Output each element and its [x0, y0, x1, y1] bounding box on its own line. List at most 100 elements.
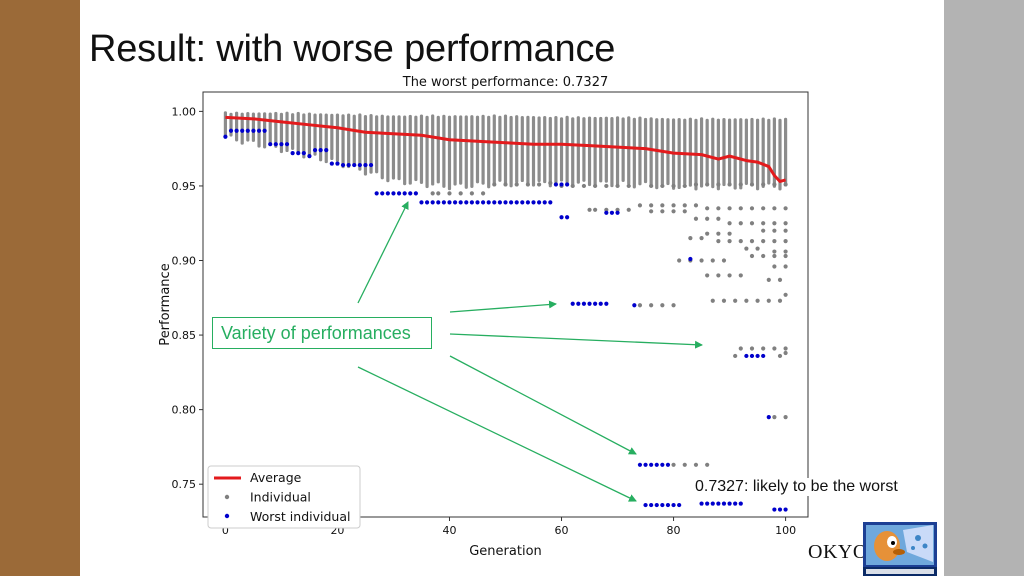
worst-point [324, 148, 329, 153]
annotation-arrows [357, 201, 703, 502]
individual-point [699, 258, 704, 263]
individual-point [671, 203, 676, 208]
y-tick-label: 0.80 [172, 404, 197, 417]
worst-point [705, 501, 710, 506]
variety-callout-box: Variety of performances [212, 317, 432, 349]
legend-individual-swatch [224, 494, 230, 500]
individual-point [777, 298, 783, 303]
average-line [225, 115, 786, 183]
individual-point [783, 239, 788, 244]
legend-label: Average [250, 470, 302, 485]
worst-point [710, 501, 715, 506]
individual-point [626, 207, 631, 212]
worst-point [749, 353, 755, 359]
worst-point [525, 200, 531, 205]
worst-point [335, 161, 340, 166]
individual-point [716, 206, 721, 211]
individual-point [738, 346, 743, 351]
individual-point [766, 277, 771, 282]
worst-point [374, 191, 379, 196]
worst-point [688, 256, 693, 262]
y-tick-label: 0.95 [172, 180, 197, 193]
worst-point [262, 128, 267, 133]
worst-point [649, 502, 654, 508]
individual-point [682, 462, 687, 467]
individual-point [761, 253, 766, 259]
worst-point [615, 210, 620, 215]
worst-point [352, 162, 357, 168]
worst-point [245, 128, 250, 133]
individual-series [430, 180, 788, 467]
individual-point [469, 191, 474, 196]
worst-point [643, 462, 648, 467]
individual-point [716, 216, 721, 221]
worst-point [671, 502, 676, 508]
worst-point [279, 142, 284, 147]
individual-point [727, 273, 732, 278]
individual-point [744, 298, 749, 303]
legend-label: Individual [250, 490, 311, 505]
individual-point [738, 221, 743, 226]
individual-point [777, 277, 783, 282]
individual-point [721, 258, 727, 263]
individual-point [503, 182, 508, 187]
worst-point [587, 301, 592, 306]
worst-point [503, 200, 508, 205]
right-accent-bar [944, 0, 1024, 576]
worst-point [452, 200, 458, 205]
y-tick-label: 0.85 [172, 329, 197, 342]
worst-point [604, 210, 609, 215]
worst-point [604, 301, 609, 306]
individual-point [749, 239, 755, 244]
worst-point [783, 507, 788, 512]
individual-point [749, 206, 755, 211]
worst-point [755, 353, 760, 359]
individual-point [783, 253, 788, 259]
individual-point [705, 216, 710, 221]
individual-point [637, 203, 643, 208]
worst-point [766, 414, 771, 420]
individual-point [772, 206, 777, 211]
individual-point [772, 346, 777, 351]
individual-point [783, 414, 788, 420]
x-tick-label: 60 [555, 524, 569, 537]
individual-point [447, 191, 452, 196]
worst-point [643, 502, 648, 508]
individual-point [514, 182, 519, 187]
individual-point [749, 182, 755, 187]
worst-point [408, 191, 413, 196]
individual-point [772, 249, 777, 254]
worst-point [654, 502, 659, 508]
worst-point [301, 151, 306, 156]
individual-point [783, 182, 788, 187]
worst-point [492, 200, 497, 205]
worst-point [486, 200, 491, 205]
individual-point [783, 221, 788, 226]
y-tick-label: 0.75 [172, 478, 197, 491]
worst-point [469, 200, 474, 205]
individual-point [660, 203, 665, 208]
individual-point [660, 209, 665, 214]
worst-point [497, 200, 502, 205]
worst-point [609, 210, 615, 215]
individual-point [637, 303, 643, 308]
individual-point [733, 353, 738, 359]
worst-point [565, 182, 570, 187]
individual-point [705, 273, 710, 278]
worst-point [346, 162, 351, 168]
footer-university-text: OKYO [808, 541, 868, 563]
individual-point [727, 206, 732, 211]
x-axis-label: Generation [469, 544, 542, 559]
chart-title: The worst performance: 0.7327 [402, 75, 609, 90]
worst-point [654, 462, 659, 467]
individual-point [761, 221, 766, 226]
worst-point [660, 502, 665, 508]
worst-point [447, 200, 452, 205]
individual-point [548, 180, 553, 186]
worst-point [777, 507, 783, 512]
legend-box [207, 465, 361, 529]
worst-point [727, 501, 732, 506]
individual-point [688, 236, 693, 241]
individual-point [649, 209, 654, 214]
